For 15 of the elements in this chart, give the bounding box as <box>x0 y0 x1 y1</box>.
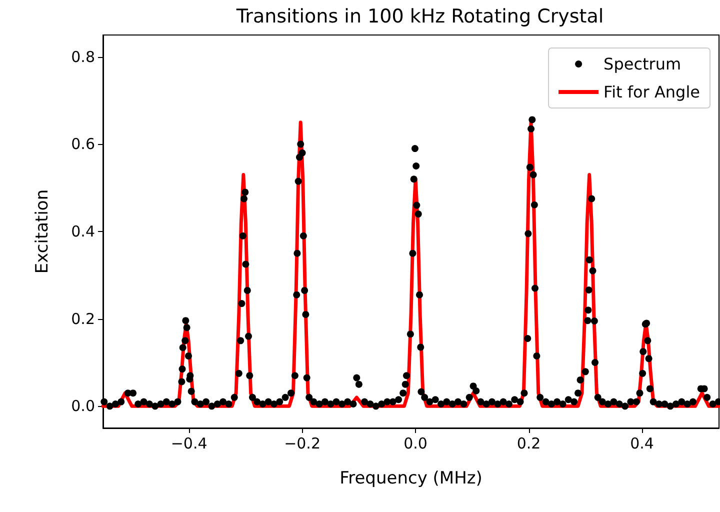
x-tick-label: 0.2 <box>516 434 541 452</box>
legend-label: Spectrum <box>604 54 682 74</box>
y-axis-title: Excitation <box>32 189 52 274</box>
x-tick-label: −0.2 <box>284 434 321 452</box>
x-tick-label: 0.4 <box>630 434 654 452</box>
y-tick-label: 0.2 <box>71 310 95 328</box>
x-axis-title: Frequency (MHz) <box>340 468 482 488</box>
y-tick-label: 0.0 <box>71 397 95 416</box>
y-tick-label: 0.8 <box>71 48 95 66</box>
legend-label: Fit for Angle <box>604 82 700 102</box>
x-tick-label: 0.0 <box>404 434 428 452</box>
y-tick-label: 0.4 <box>71 222 95 240</box>
x-tick-label: −0.4 <box>170 434 208 452</box>
y-tick-label: 0.6 <box>71 135 95 154</box>
chart-title: Transitions in 100 kHz Rotating Crystal <box>235 6 604 28</box>
